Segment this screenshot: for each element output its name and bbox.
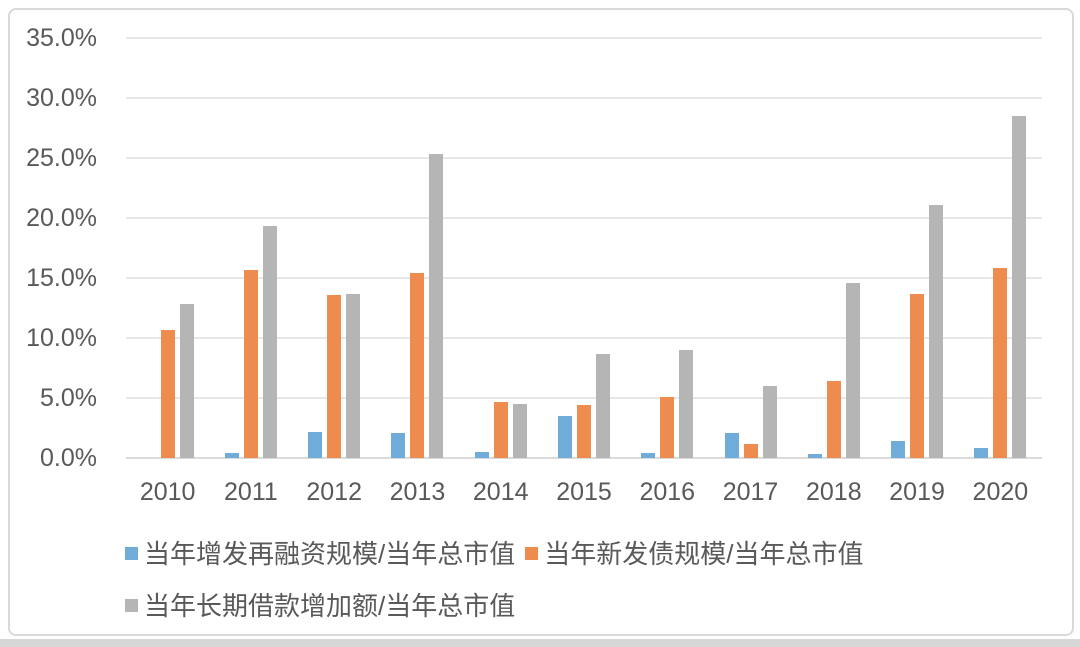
bar-2011-series1 xyxy=(243,269,258,458)
x-tick-label-2017: 2017 xyxy=(722,478,779,506)
y-tick-label: 20.0% xyxy=(26,204,97,232)
y-tick-label: 5.0% xyxy=(40,384,97,412)
chart-card: 0.0% 5.0% 10.0% 15.0% 20.0% 25.0% 30.0% 35.0% 2… xyxy=(8,8,1074,636)
gridline-20.0% xyxy=(126,217,1042,219)
bottom-strip xyxy=(0,639,1080,647)
x-tick-label-2010: 2010 xyxy=(139,478,196,506)
bar-2012-series2 xyxy=(346,293,361,458)
bar-2010-series2 xyxy=(179,304,194,458)
bar-2020-series2 xyxy=(1012,116,1027,458)
y-tick-label: 15.0% xyxy=(26,264,97,292)
bar-2016-series2 xyxy=(679,350,694,458)
x-tick-label-2019: 2019 xyxy=(889,478,945,506)
bar-2019-series1 xyxy=(910,293,925,458)
x-tick-label-2018: 2018 xyxy=(806,478,862,506)
legend-marker-icon xyxy=(525,546,539,560)
x-tick-label-2014: 2014 xyxy=(472,478,529,506)
bar-2010-series1 xyxy=(160,329,175,458)
x-tick-label-2016: 2016 xyxy=(639,478,696,506)
legend-item-series0: 当年增发再融资规模/当年总市值 xyxy=(125,534,515,571)
bar-2018-series1 xyxy=(826,381,841,458)
legend-label: 当年增发再融资规模/当年总市值 xyxy=(144,538,516,569)
gridline-15.0% xyxy=(126,277,1042,279)
plot-area xyxy=(126,37,1042,459)
legend-marker-icon xyxy=(125,598,138,612)
bar-2014-series2 xyxy=(512,404,527,458)
bar-2015-series2 xyxy=(596,353,610,458)
y-tick-label: 35.0% xyxy=(26,24,97,52)
legend-label: 当年新发债规模/当年总市值 xyxy=(544,538,864,569)
bar-2013-series0 xyxy=(391,432,406,458)
bar-2013-series1 xyxy=(410,273,425,458)
bar-2017-series2 xyxy=(762,386,777,458)
gridline-35.0% xyxy=(126,37,1042,39)
bar-2019-series2 xyxy=(929,204,944,458)
gridline-25.0% xyxy=(126,157,1042,159)
bar-2014-series1 xyxy=(493,401,508,458)
y-tick-label: 0.0% xyxy=(40,444,97,472)
gridline-0.0% xyxy=(126,457,1042,459)
bar-2017-series0 xyxy=(724,432,739,458)
legend-item-series1: 当年新发债规模/当年总市值 xyxy=(525,534,863,571)
bar-2015-series1 xyxy=(577,405,591,458)
bar-2019-series0 xyxy=(891,441,906,458)
x-tick-label-2011: 2011 xyxy=(224,478,278,506)
gridline-5.0% xyxy=(126,397,1042,399)
bar-2014-series0 xyxy=(474,452,489,458)
bar-2016-series0 xyxy=(641,453,656,458)
bar-2020-series0 xyxy=(974,448,989,458)
gridline-10.0% xyxy=(126,337,1042,339)
y-tick-label: 10.0% xyxy=(26,324,97,352)
bar-2016-series1 xyxy=(660,396,675,458)
legend-label: 当年长期借款增加额/当年总市值 xyxy=(144,590,516,621)
legend-row-2: 当年长期借款增加额/当年总市值 xyxy=(125,586,515,623)
bar-2018-series2 xyxy=(845,282,860,458)
bar-2017-series1 xyxy=(743,443,758,458)
bar-2020-series1 xyxy=(993,268,1008,458)
y-tick-label: 30.0% xyxy=(26,84,97,112)
y-tick-label: 25.0% xyxy=(26,144,97,172)
bar-2018-series0 xyxy=(807,454,822,458)
bar-2012-series0 xyxy=(308,431,323,458)
bar-2011-series2 xyxy=(262,226,277,458)
x-tick-label-2020: 2020 xyxy=(972,478,1029,506)
bar-2013-series2 xyxy=(429,154,444,458)
legend-row-1: 当年增发再融资规模/当年总市值 当年新发债规模/当年总市值 xyxy=(125,534,863,571)
x-tick-label-2012: 2012 xyxy=(306,478,362,506)
x-tick-label-2015: 2015 xyxy=(556,478,612,506)
x-tick-label-2013: 2013 xyxy=(389,478,446,506)
bar-2011-series0 xyxy=(224,453,239,458)
gridline-30.0% xyxy=(126,97,1042,99)
legend-marker-icon xyxy=(125,546,138,560)
bar-2012-series1 xyxy=(327,294,342,458)
legend-item-series2: 当年长期借款增加额/当年总市值 xyxy=(125,586,515,623)
bar-2015-series0 xyxy=(558,416,572,458)
